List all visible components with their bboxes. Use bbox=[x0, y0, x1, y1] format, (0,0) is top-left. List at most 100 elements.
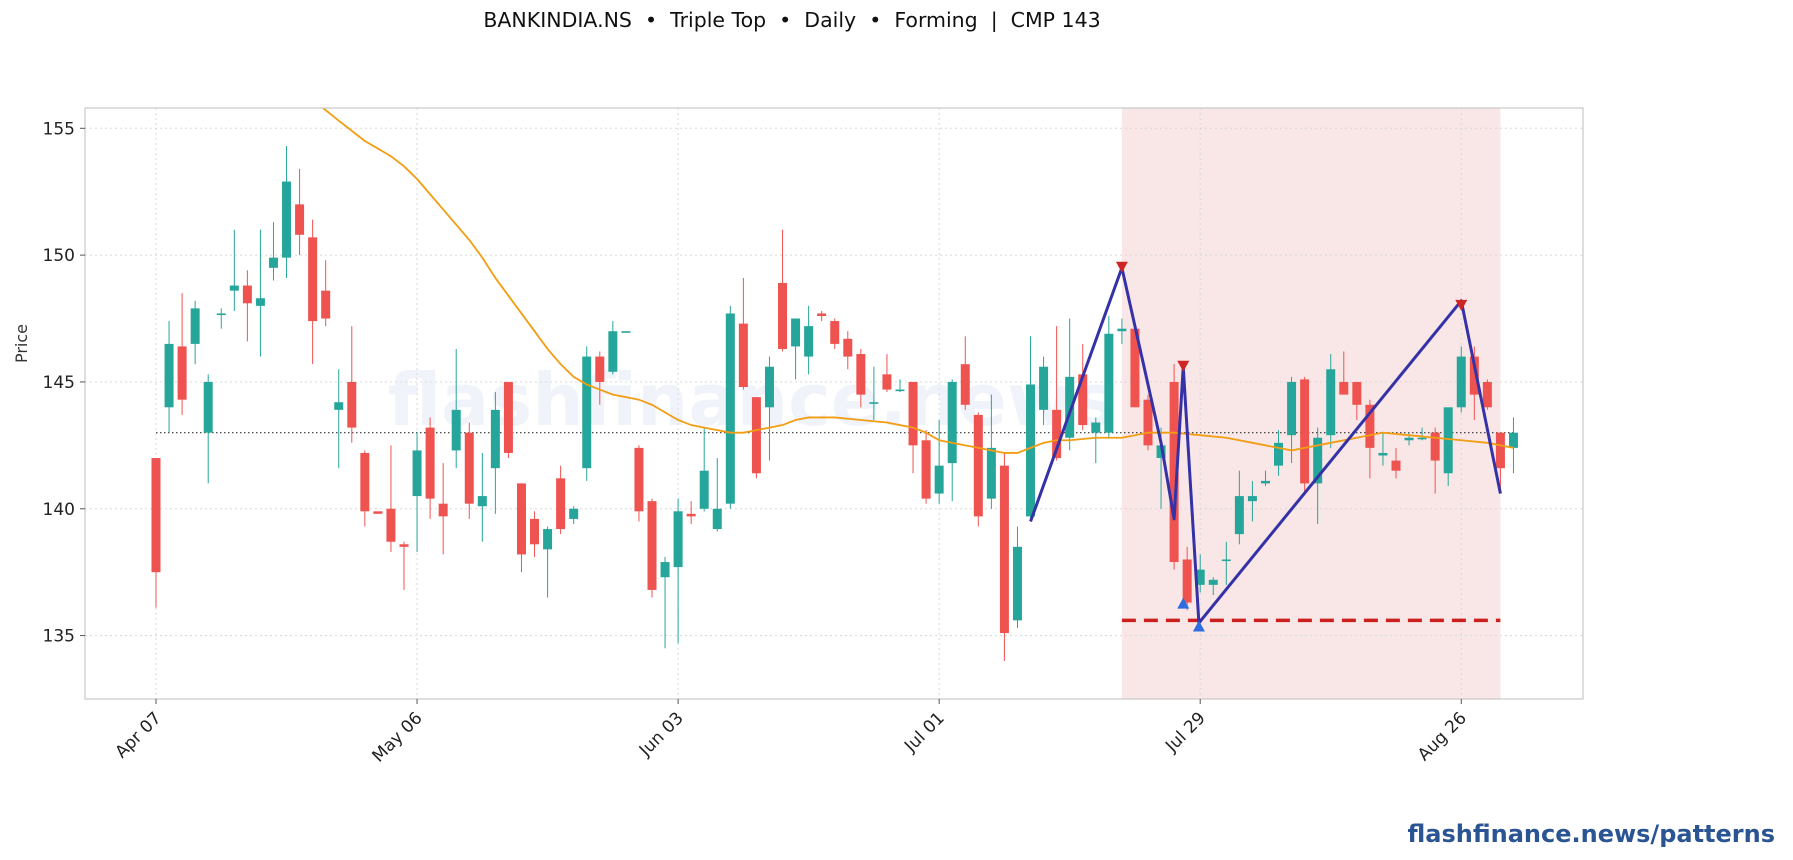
candle-up bbox=[1065, 318, 1075, 451]
candle-body bbox=[973, 414, 983, 517]
candle-down bbox=[295, 168, 305, 256]
y-tick-label: 150 bbox=[43, 246, 75, 266]
candle-body bbox=[1117, 328, 1127, 332]
candle-body bbox=[295, 204, 305, 235]
candle-down bbox=[425, 417, 435, 519]
candle-body bbox=[843, 338, 853, 357]
candle-body bbox=[1417, 437, 1427, 440]
candle-up bbox=[934, 419, 944, 504]
candle-up bbox=[1195, 554, 1205, 593]
moving-average-line bbox=[322, 108, 1514, 454]
candle-down bbox=[751, 397, 761, 479]
candle-body bbox=[386, 508, 396, 542]
candle-body bbox=[1091, 422, 1101, 433]
candle-body bbox=[503, 381, 513, 453]
y-tick-label: 140 bbox=[43, 500, 75, 520]
candle-down bbox=[856, 348, 866, 408]
candle-body bbox=[725, 313, 735, 504]
trough-marker bbox=[1177, 597, 1190, 609]
candle-up bbox=[1091, 417, 1101, 464]
candle-up bbox=[1012, 526, 1022, 628]
candle-body bbox=[1012, 546, 1022, 621]
candle-body bbox=[634, 447, 644, 512]
candle-down bbox=[556, 465, 566, 535]
candle-down bbox=[595, 351, 605, 405]
candle-body bbox=[334, 402, 344, 410]
candle-down bbox=[1339, 351, 1349, 395]
candle-up bbox=[1508, 417, 1518, 474]
candle-down bbox=[347, 326, 357, 443]
y-axis-label: Price bbox=[12, 324, 31, 363]
candle-up bbox=[1326, 354, 1336, 448]
candle-body bbox=[1508, 432, 1518, 448]
candle-up bbox=[1378, 432, 1388, 466]
candle-body bbox=[934, 465, 944, 494]
x-tick-label: Jul 29 bbox=[1161, 708, 1209, 756]
candle-body bbox=[1313, 437, 1323, 484]
x-tick-label: Jul 01 bbox=[900, 708, 948, 756]
candle-body bbox=[373, 511, 383, 514]
candle-body bbox=[908, 381, 918, 446]
candle-body bbox=[738, 323, 748, 388]
candle-body bbox=[1365, 404, 1375, 448]
candle-down bbox=[1143, 394, 1153, 451]
source-watermark[interactable]: flashfinance.news/patterns bbox=[1407, 820, 1775, 848]
candle-up bbox=[477, 452, 487, 542]
candle-up bbox=[804, 305, 814, 375]
candle-body bbox=[647, 501, 657, 590]
candle-body bbox=[1339, 381, 1349, 395]
candle-up bbox=[569, 506, 579, 524]
candle-body bbox=[686, 513, 696, 517]
candle-body bbox=[1234, 496, 1244, 535]
pattern-line bbox=[1029, 266, 1502, 625]
candle-body bbox=[895, 389, 905, 392]
candle-body bbox=[1495, 432, 1505, 469]
candle-up bbox=[1104, 315, 1114, 438]
candle-body bbox=[464, 432, 474, 504]
candle-body bbox=[1208, 579, 1218, 585]
candle-down bbox=[817, 310, 827, 322]
candle-body bbox=[1039, 366, 1049, 410]
candle-body bbox=[203, 381, 213, 433]
candle-body bbox=[438, 503, 448, 517]
candle-down bbox=[321, 260, 331, 327]
candle-body bbox=[673, 511, 683, 568]
candle-down bbox=[516, 483, 526, 573]
candle-up bbox=[268, 222, 278, 281]
candle-up bbox=[1287, 376, 1297, 464]
candle-body bbox=[764, 366, 774, 408]
candle-up bbox=[895, 379, 905, 393]
candle-body bbox=[1169, 381, 1179, 563]
candle-body bbox=[543, 529, 553, 550]
candle-up bbox=[699, 427, 709, 512]
candle-down bbox=[973, 412, 983, 527]
candle-body bbox=[164, 343, 174, 408]
candle-down bbox=[242, 270, 252, 342]
candle-body bbox=[1156, 445, 1166, 459]
candle-down bbox=[921, 430, 931, 504]
candle-up bbox=[621, 331, 631, 333]
candle-up bbox=[451, 348, 461, 469]
candle-down bbox=[1352, 381, 1362, 420]
trough-marker bbox=[1192, 620, 1205, 632]
candle-up bbox=[725, 305, 735, 509]
candle-body bbox=[268, 257, 278, 268]
candle-down bbox=[1182, 546, 1192, 611]
candle-up bbox=[1274, 430, 1284, 476]
candle-up bbox=[334, 369, 344, 469]
candle-down bbox=[882, 354, 892, 393]
candle-down bbox=[778, 229, 788, 352]
candle-up bbox=[673, 498, 683, 644]
x-tick-label: Apr 07 bbox=[111, 708, 165, 762]
candle-body bbox=[882, 374, 892, 390]
candle-body bbox=[856, 354, 866, 395]
candle-body bbox=[216, 313, 226, 316]
candle-body bbox=[999, 465, 1009, 634]
candle-body bbox=[817, 313, 827, 316]
candle-body bbox=[986, 447, 996, 499]
candle-body bbox=[1195, 569, 1205, 585]
candle-down bbox=[960, 336, 970, 410]
candle-body bbox=[177, 346, 187, 400]
x-tick-label: Aug 26 bbox=[1414, 708, 1471, 765]
candle-body bbox=[151, 458, 161, 573]
